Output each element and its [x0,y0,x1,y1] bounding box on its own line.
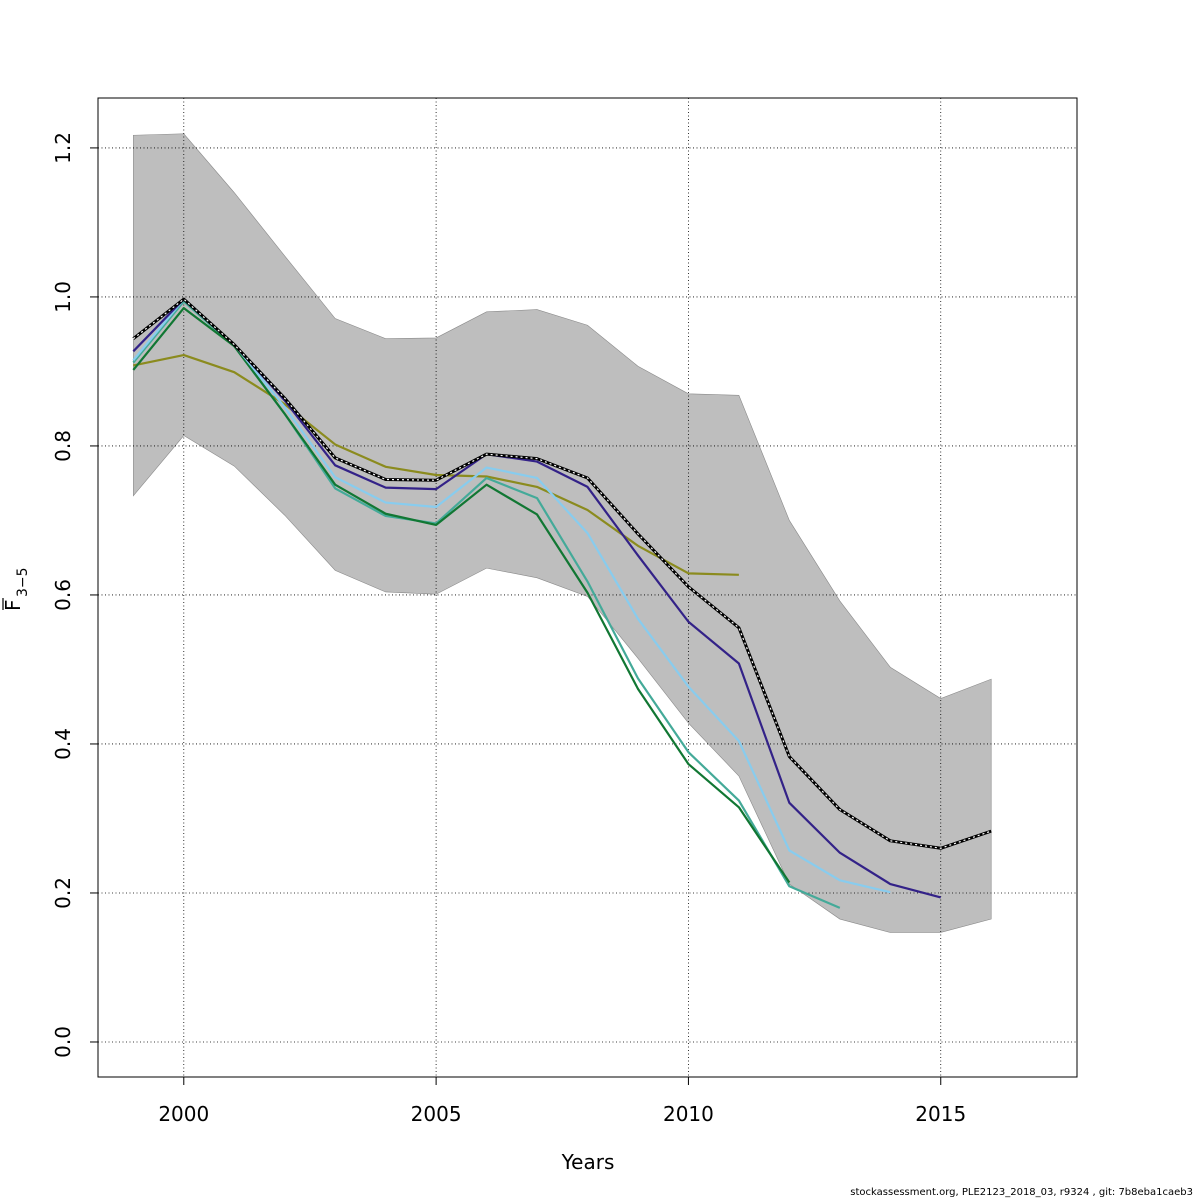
series-line [133,353,739,576]
y-axis-title-main: F [1,599,25,611]
x-axis: 2000 2005 2010 2015 [158,1077,966,1126]
x-tick-label: 2010 [663,1102,714,1126]
y-tick-label: 0.2 [51,877,75,909]
x-tick-label: 2005 [411,1102,462,1126]
y-axis-title: F 3−5 [1,567,31,611]
y-axis: 0.0 0.2 0.4 0.6 0.8 1.0 1.2 [51,132,98,1058]
x-tick-label: 2015 [915,1102,966,1126]
series-line [132,307,791,884]
y-tick-label: 1.2 [51,132,75,164]
y-tick-label: 1.0 [51,281,75,313]
y-tick-label: 0.0 [51,1026,75,1058]
y-tick-label: 0.8 [51,430,75,462]
y-tick-label: 0.4 [51,728,75,760]
x-axis-title: Years [561,1150,615,1174]
grid-lines [98,98,1077,1077]
footer-source-note: stockassessment.org, PLE2123_2018_03, r9… [850,1187,1193,1198]
x-tick-label: 2000 [158,1102,209,1126]
plot-frame [97,97,1078,1078]
series-lines [132,297,992,909]
confidence-band [133,133,992,933]
series-line-dash [132,298,992,849]
confidence-band-area [133,133,992,933]
series-line [132,298,891,894]
y-tick-label: 0.6 [51,579,75,611]
y-axis-title-subscript: 3−5 [15,567,31,597]
